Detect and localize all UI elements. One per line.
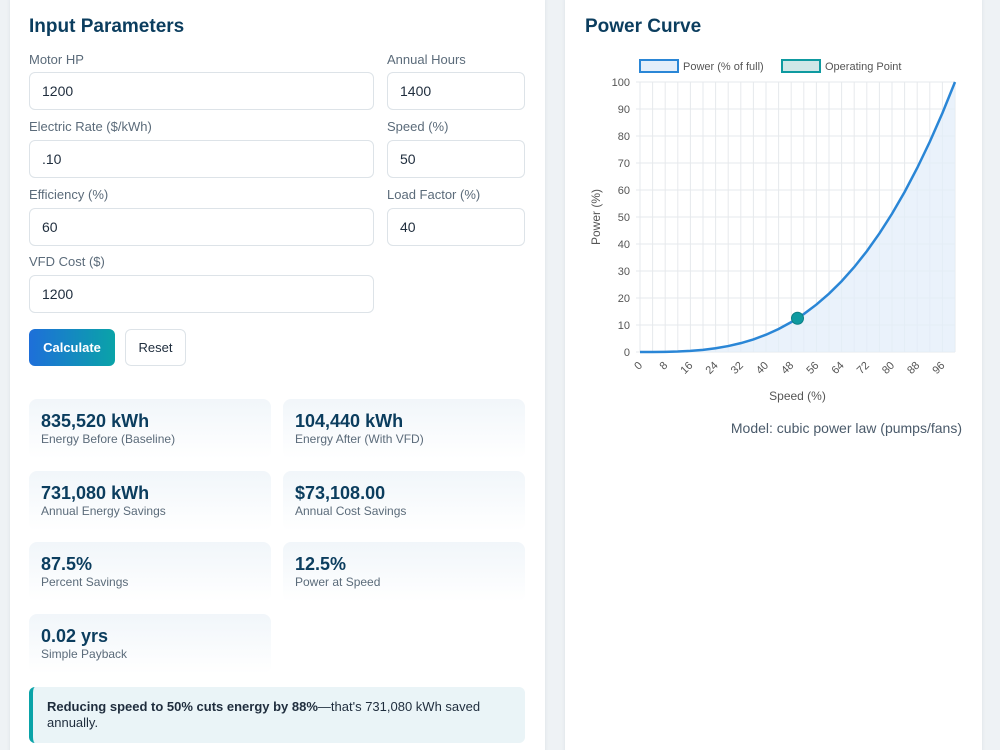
x-tick-label: 56 bbox=[804, 360, 821, 377]
y-tick-label: 60 bbox=[618, 185, 630, 197]
x-tick-label: 96 bbox=[930, 360, 947, 377]
x-tick-label: 24 bbox=[704, 360, 721, 377]
result-percent-savings: 87.5% Percent Savings bbox=[29, 542, 271, 602]
y-axis-title: Power (%) bbox=[589, 189, 603, 245]
y-tick-label: 30 bbox=[618, 266, 630, 278]
load-factor-label: Load Factor (%) bbox=[387, 187, 481, 202]
legend-swatch-power bbox=[639, 59, 679, 73]
efficiency-label: Efficiency (%) bbox=[29, 187, 109, 202]
y-tick-label: 20 bbox=[618, 293, 630, 305]
result-simple-payback: 0.02 yrs Simple Payback bbox=[29, 614, 271, 674]
result-value: 0.02 yrs bbox=[41, 626, 109, 646]
calculate-button[interactable]: Calculate bbox=[29, 329, 115, 366]
x-tick-label: 40 bbox=[754, 360, 771, 377]
x-tick-label: 8 bbox=[658, 360, 671, 373]
callout-bold-text: Reducing speed to 50% cuts energy by 88% bbox=[47, 699, 318, 714]
model-note: Model: cubic power law (pumps/fans) bbox=[730, 420, 962, 436]
legend-label-power: Power (% of full) bbox=[683, 61, 764, 73]
result-value: 104,440 kWh bbox=[295, 411, 404, 431]
result-value: $73,108.00 bbox=[295, 483, 386, 503]
input-parameters-title: Input Parameters bbox=[29, 16, 185, 37]
x-axis-title: Speed (%) bbox=[769, 389, 826, 403]
x-tick-label: 48 bbox=[779, 360, 796, 377]
annual-hours-label: Annual Hours bbox=[387, 52, 466, 67]
result-power-at-speed: 12.5% Power at Speed bbox=[283, 542, 525, 602]
electric-rate-label: Electric Rate ($/kWh) bbox=[29, 119, 152, 134]
power-curve-card bbox=[565, 0, 982, 750]
result-label: Percent Savings bbox=[41, 575, 129, 589]
result-label: Power at Speed bbox=[295, 575, 381, 589]
x-tick-label: 16 bbox=[678, 360, 695, 377]
operating-point-marker bbox=[791, 311, 804, 325]
annual-hours-input[interactable] bbox=[387, 72, 525, 110]
result-value: 731,080 kWh bbox=[41, 483, 150, 503]
x-tick-label: 32 bbox=[729, 360, 746, 377]
electric-rate-input[interactable] bbox=[29, 140, 374, 178]
savings-callout: Reducing speed to 50% cuts energy by 88%… bbox=[29, 687, 525, 743]
y-tick-label: 80 bbox=[618, 131, 630, 143]
load-factor-input[interactable] bbox=[387, 208, 525, 246]
x-tick-label: 80 bbox=[880, 360, 897, 377]
result-value: 87.5% bbox=[41, 554, 93, 574]
vfd-cost-input[interactable] bbox=[29, 275, 374, 313]
vfd-cost-label: VFD Cost ($) bbox=[29, 254, 105, 269]
y-tick-label: 70 bbox=[618, 158, 630, 170]
y-tick-label: 40 bbox=[618, 239, 630, 251]
result-label: Energy Before (Baseline) bbox=[41, 432, 176, 446]
callout-text: —that's 731,080 kWh saved annually. bbox=[47, 699, 481, 730]
result-energy-after: 104,440 kWh Energy After (With VFD) bbox=[283, 399, 525, 459]
speed-input[interactable] bbox=[387, 140, 525, 178]
efficiency-input[interactable] bbox=[29, 208, 374, 246]
result-energy-before: 835,520 kWh Energy Before (Baseline) bbox=[29, 399, 271, 459]
y-tick-label: 100 bbox=[612, 77, 630, 89]
x-tick-label: 0 bbox=[632, 360, 645, 373]
reset-button[interactable]: Reset bbox=[125, 329, 186, 366]
motor-hp-input[interactable] bbox=[29, 72, 374, 110]
result-cost-savings: $73,108.00 Annual Cost Savings bbox=[283, 471, 525, 531]
y-tick-label: 50 bbox=[618, 212, 630, 224]
y-tick-label: 10 bbox=[618, 320, 630, 332]
legend-swatch-operating-point bbox=[781, 59, 821, 73]
power-curve-title: Power Curve bbox=[585, 16, 702, 37]
result-value: 12.5% bbox=[295, 554, 347, 574]
legend-label-operating-point: Operating Point bbox=[825, 61, 901, 73]
y-tick-label: 90 bbox=[618, 104, 630, 116]
result-label: Annual Cost Savings bbox=[295, 504, 407, 518]
result-label: Annual Energy Savings bbox=[41, 504, 166, 518]
result-value: 835,520 kWh bbox=[41, 411, 150, 431]
x-tick-label: 64 bbox=[830, 360, 847, 377]
speed-label: Speed (%) bbox=[387, 119, 449, 134]
power-curve-area bbox=[640, 82, 955, 352]
y-tick-label: 0 bbox=[624, 347, 630, 359]
motor-hp-label: Motor HP bbox=[29, 52, 84, 67]
x-tick-label: 72 bbox=[855, 360, 872, 377]
x-tick-label: 88 bbox=[905, 360, 922, 377]
result-label: Energy After (With VFD) bbox=[295, 432, 424, 446]
result-energy-savings: 731,080 kWh Annual Energy Savings bbox=[29, 471, 271, 531]
result-label: Simple Payback bbox=[41, 647, 128, 661]
